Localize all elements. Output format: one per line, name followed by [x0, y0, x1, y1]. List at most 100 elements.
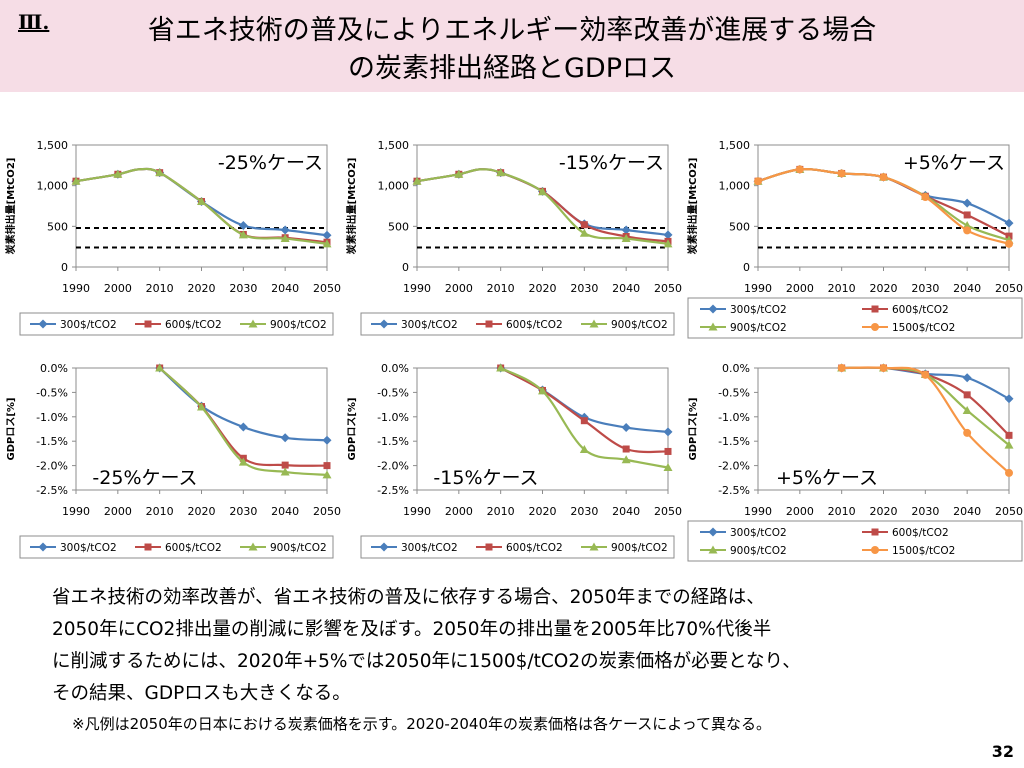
emission-chart-plus5: 0 500 1,000 1,500 1990 2000 2010 2020 2030 2040 20…	[686, 139, 1023, 339]
legend-label: 900$/tCO2	[611, 542, 668, 554]
legend-label: 300$/tCO2	[730, 304, 787, 316]
legend-item: 300$/tCO2	[30, 319, 117, 331]
x-tick-label: 2050	[313, 282, 341, 295]
data-point	[663, 239, 673, 248]
legend-label: 300$/tCO2	[60, 542, 117, 554]
legend-marker	[248, 542, 258, 551]
x-tick-label: 2040	[612, 505, 640, 518]
legend-box	[360, 312, 675, 336]
data-point	[1004, 218, 1014, 228]
y-tick-label: 500	[388, 220, 409, 233]
x-tick-label: 2020	[870, 282, 898, 295]
data-point	[322, 470, 332, 479]
y-axis-label: GDPロス[%]	[346, 398, 358, 461]
y-tick-label: -0.5%	[718, 386, 750, 399]
legend-label: 600$/tCO2	[165, 542, 222, 554]
y-tick-label: 1,500	[37, 139, 69, 152]
gdp-loss-chart-minus25: 0.0% -0.5% -1.0% -1.5% -2.0% -2.5% 1990 2000 201…	[5, 362, 341, 559]
data-point	[1005, 239, 1013, 248]
data-point	[322, 435, 332, 445]
series-3	[754, 165, 1013, 248]
data-point	[1005, 468, 1013, 477]
x-tick-label: 2050	[654, 282, 682, 295]
legend-label: 1500$/tCO2	[892, 322, 955, 334]
legend-item: 1500$/tCO2	[862, 322, 955, 334]
legend-item: 900$/tCO2	[700, 322, 787, 334]
y-tick-label: -2.0%	[36, 460, 68, 473]
y-tick-label: -1.5%	[36, 435, 68, 448]
data-point	[962, 221, 972, 230]
legend-box	[687, 520, 1023, 562]
legend-item: 900$/tCO2	[581, 319, 668, 331]
x-tick-label: 2010	[146, 282, 174, 295]
x-tick-label: 2010	[828, 505, 856, 518]
legend-marker	[485, 543, 493, 551]
x-tick-label: 2020	[870, 505, 898, 518]
x-tick-label: 2000	[445, 505, 473, 518]
legend-label: 300$/tCO2	[401, 319, 458, 331]
legend-marker	[379, 319, 389, 329]
legend-marker	[589, 319, 599, 328]
x-tick-label: 2000	[104, 282, 132, 295]
x-tick-label: 2040	[612, 282, 640, 295]
y-axis-label: 炭素排出量[MtCO2]	[4, 158, 17, 255]
data-point	[197, 402, 206, 411]
legend-box	[19, 535, 334, 559]
legend-item: 900$/tCO2	[581, 542, 668, 554]
x-tick-label: 2030	[570, 282, 598, 295]
legend-item: 300$/tCO2	[30, 542, 117, 554]
data-point	[962, 373, 972, 383]
data-point	[963, 391, 971, 399]
x-tick-label: 2010	[828, 282, 856, 295]
data-point	[963, 428, 972, 437]
x-tick-label: 1990	[62, 282, 90, 295]
case-label: +5%ケース	[903, 152, 1005, 174]
x-tick-label: 2030	[229, 505, 257, 518]
data-point	[962, 198, 972, 208]
data-point	[579, 444, 589, 453]
y-tick-label: 500	[729, 220, 750, 233]
x-tick-label: 2030	[570, 505, 598, 518]
data-point	[496, 363, 506, 372]
legend-label: 300$/tCO2	[60, 319, 117, 331]
summary-line: 2050年にCO2排出量の削減に影響を及ぼす。2050年の排出量を2005年比7…	[52, 619, 772, 640]
series-2	[155, 363, 332, 479]
data-point	[197, 197, 206, 206]
data-point	[155, 363, 165, 372]
legend-marker	[871, 323, 879, 331]
legend-label: 1500$/tCO2	[892, 545, 955, 557]
data-point	[238, 457, 248, 466]
legend-marker	[708, 304, 718, 314]
page-number: 32	[991, 742, 1014, 761]
legend-marker	[38, 319, 48, 329]
legend-item: 300$/tCO2	[371, 542, 458, 554]
x-tick-label: 2040	[953, 282, 981, 295]
legend-label: 300$/tCO2	[401, 542, 458, 554]
y-tick-label: -2.5%	[718, 484, 750, 497]
legend-marker	[248, 319, 258, 328]
data-point	[538, 187, 547, 196]
legend-item: 1500$/tCO2	[862, 545, 955, 557]
y-tick-label: 0.0%	[381, 362, 409, 375]
legend-label: 600$/tCO2	[892, 527, 949, 539]
y-tick-label: -1.0%	[377, 411, 409, 424]
data-point	[754, 177, 762, 186]
series-line	[416, 168, 669, 245]
legend-item: 900$/tCO2	[700, 545, 787, 557]
data-point	[454, 169, 464, 178]
data-point	[879, 364, 888, 372]
data-point	[238, 221, 248, 231]
legend-item: 600$/tCO2	[135, 319, 222, 331]
x-tick-label: 2050	[313, 505, 341, 518]
data-point	[921, 370, 930, 379]
legend-marker	[871, 305, 879, 313]
legend-item: 300$/tCO2	[700, 304, 787, 316]
y-tick-label: 1,000	[719, 180, 751, 193]
legend-marker	[38, 542, 48, 552]
series-2	[496, 363, 673, 472]
legend-item: 600$/tCO2	[476, 319, 563, 331]
section-number: Ⅲ.	[18, 10, 50, 34]
y-tick-label: 0	[402, 261, 409, 274]
data-point	[280, 234, 290, 243]
data-point	[496, 168, 506, 177]
